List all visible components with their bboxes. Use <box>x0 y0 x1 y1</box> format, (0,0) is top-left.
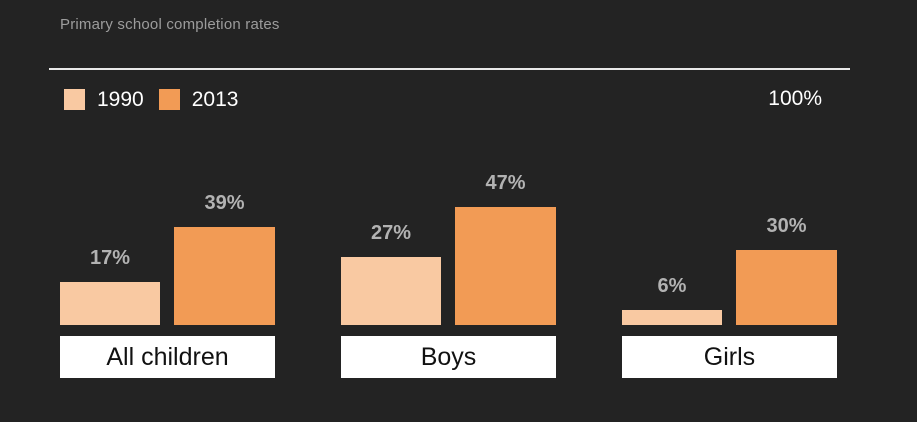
bar-value-label: 47% <box>485 172 526 194</box>
axis-max-label: 100% <box>768 87 822 110</box>
bars-area: 6% 30% <box>622 74 837 325</box>
bar-2013-girls <box>736 250 837 325</box>
bar-group-girls: 6% 30% Girls <box>622 74 837 378</box>
bar-column-1990: 17% <box>60 247 160 325</box>
bars-area: 17% 39% <box>60 74 275 325</box>
bar-value-label: 17% <box>89 247 131 269</box>
legend-label: 1990 <box>97 88 144 111</box>
bar-2013-boys <box>455 207 556 325</box>
bar-column-2013: 39% <box>174 192 275 325</box>
bar-column-2013: 30% <box>736 215 837 325</box>
legend-swatch-1990 <box>64 89 85 110</box>
legend-item-1990: 1990 <box>64 89 144 110</box>
category-label-girls: Girls <box>622 336 837 378</box>
category-label-boys: Boys <box>341 336 556 378</box>
legend-item-2013: 2013 <box>158 88 239 111</box>
bar-group-all-children: 17% 39% All children <box>60 74 275 378</box>
bar-1990-girls <box>622 310 722 325</box>
legend-swatch-2013 <box>158 89 180 110</box>
legend-label: 2013 <box>191 88 239 111</box>
bar-value-label: 39% <box>204 192 245 214</box>
chart-title: Primary school completion rates <box>60 16 280 33</box>
divider-line <box>49 68 850 70</box>
category-label-all-children: All children <box>60 336 275 378</box>
bar-1990-all-children <box>60 282 160 325</box>
bar-value-label: 27% <box>370 222 412 244</box>
legend: 1990 2013 <box>64 89 238 110</box>
bar-column-1990: 27% <box>341 222 441 325</box>
bar-column-2013: 47% <box>455 172 556 325</box>
bar-value-label: 6% <box>657 275 687 297</box>
bar-column-1990: 6% <box>622 275 722 325</box>
bar-2013-all-children <box>174 227 275 325</box>
bar-value-label: 30% <box>766 215 807 237</box>
bar-group-boys: 27% 47% Boys <box>341 74 556 378</box>
bar-1990-boys <box>341 257 441 325</box>
bars-area: 27% 47% <box>341 74 556 325</box>
